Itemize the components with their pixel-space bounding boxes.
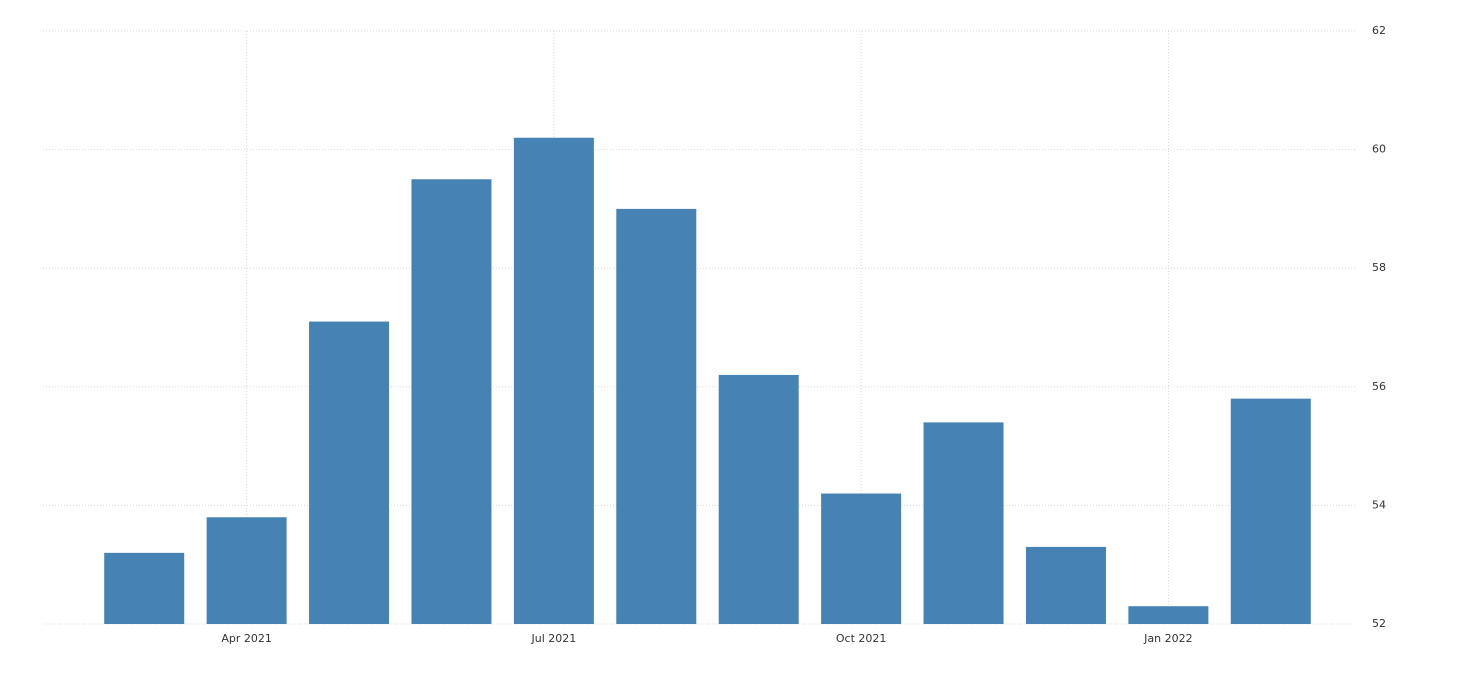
x-tick-label: Apr 2021 xyxy=(221,632,272,645)
bar xyxy=(718,374,799,624)
y-tick-label: 54 xyxy=(1372,498,1386,511)
bar xyxy=(309,321,390,624)
y-tick-label: 52 xyxy=(1372,617,1386,630)
bar xyxy=(411,179,492,624)
y-tick-label: 62 xyxy=(1372,24,1386,37)
bar xyxy=(821,493,902,624)
y-tick-label: 56 xyxy=(1372,380,1386,393)
bar xyxy=(1025,546,1106,624)
y-tick-label: 60 xyxy=(1372,143,1386,156)
bar xyxy=(104,552,185,624)
bar xyxy=(513,137,594,625)
bar xyxy=(1230,398,1311,624)
x-tick-label: Jan 2022 xyxy=(1143,632,1192,645)
x-tick-label: Jul 2021 xyxy=(530,632,576,645)
bar xyxy=(616,208,697,624)
bar xyxy=(923,422,1004,624)
bar xyxy=(1128,606,1209,624)
bar xyxy=(206,517,287,624)
y-tick-label: 58 xyxy=(1372,261,1386,274)
x-tick-label: Oct 2021 xyxy=(836,632,887,645)
